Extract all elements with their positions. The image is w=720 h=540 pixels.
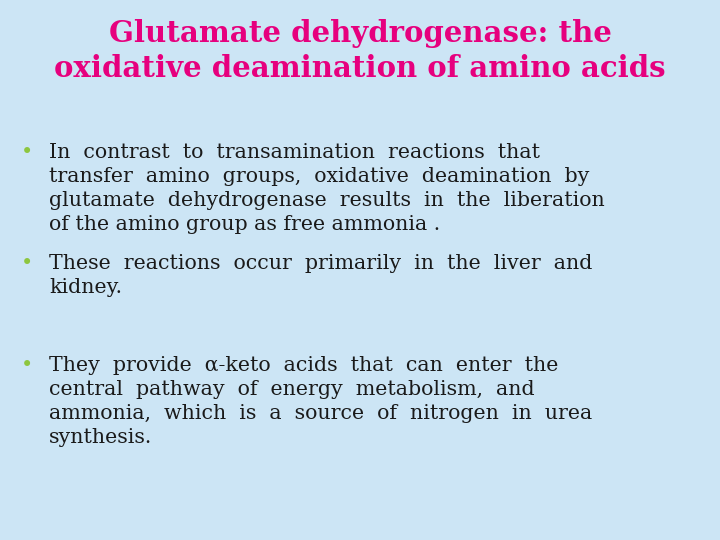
Text: Glutamate dehydrogenase: the
oxidative deamination of amino acids: Glutamate dehydrogenase: the oxidative d…	[54, 19, 666, 83]
Text: These  reactions  occur  primarily  in  the  liver  and
kidney.: These reactions occur primarily in the l…	[49, 254, 593, 296]
Text: In  contrast  to  transamination  reactions  that
transfer  amino  groups,  oxid: In contrast to transamination reactions …	[49, 143, 605, 233]
Text: •: •	[21, 143, 34, 162]
Text: They  provide  α-keto  acids  that  can  enter  the
central  pathway  of  energy: They provide α-keto acids that can enter…	[49, 356, 593, 447]
Text: •: •	[21, 356, 34, 375]
Text: •: •	[21, 254, 34, 273]
